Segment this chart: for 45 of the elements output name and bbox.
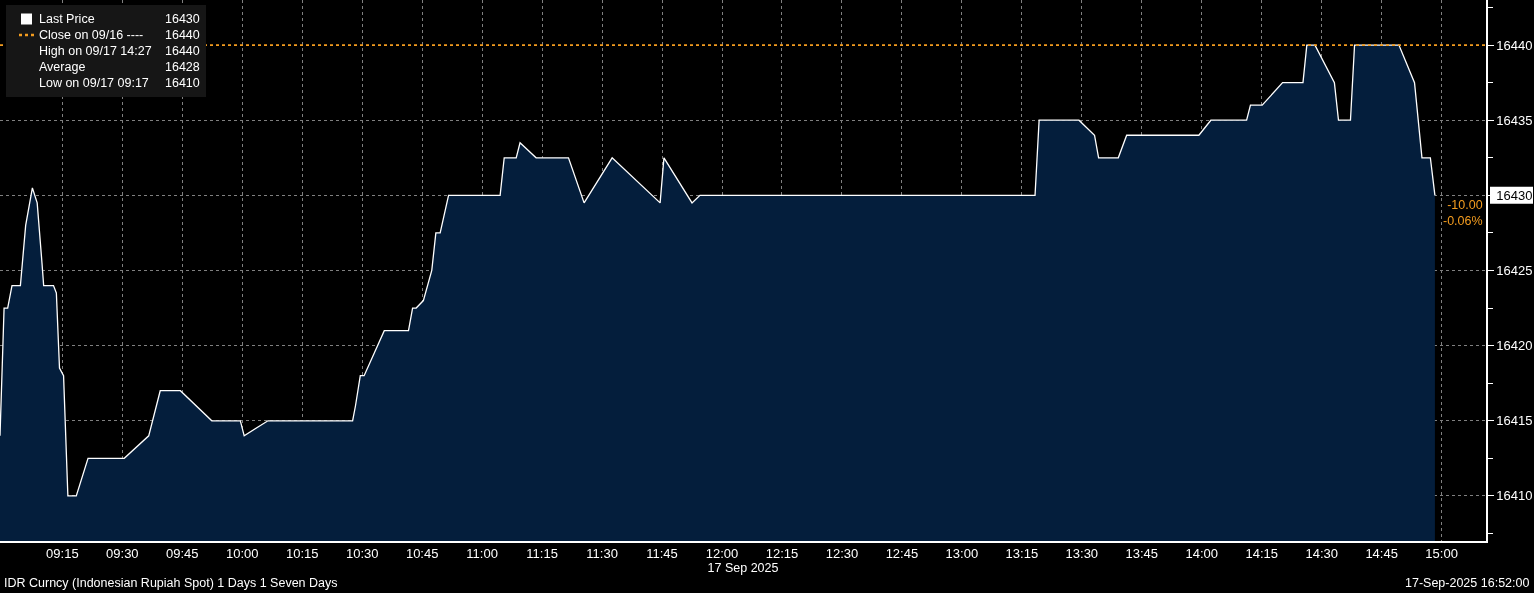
x-tick-label: 14:45 [1365, 546, 1398, 562]
x-tick-label: 12:45 [885, 546, 919, 562]
y-tick-label: 16440 [1496, 37, 1533, 53]
annotation: Average [39, 60, 86, 74]
annotation: 16410 [165, 76, 200, 90]
annotation: 16440 [165, 28, 200, 42]
x-tick-label: 14:00 [1185, 546, 1219, 562]
annotation: 16428 [165, 60, 200, 74]
x-tick-label: 13:30 [1065, 546, 1099, 562]
y-tick-label: 16425 [1496, 263, 1533, 279]
x-tick-label: 12:30 [825, 546, 859, 562]
x-tick-label: 12:00 [705, 546, 739, 562]
x-axis-title: 17 Sep 2025 [707, 561, 779, 576]
text: 17-Sep-2025 16:52:00 [1405, 576, 1530, 590]
x-tick-label: 09:15 [46, 546, 79, 562]
text: IDR Curncy (Indonesian Rupiah Spot) 1 Days 1 Seven Days [4, 576, 338, 590]
x-tick-label: 10:45 [405, 546, 439, 562]
x-tick-label: 11:45 [646, 546, 678, 562]
annotation: Low on 09/17 09:17 [39, 76, 149, 90]
x-tick-label: 10:30 [345, 546, 379, 562]
ref-line-label: Close on 09/16 ---- [39, 28, 144, 42]
x-tick-label: 11:00 [466, 546, 498, 562]
x-tick-label: 15:00 [1425, 546, 1458, 562]
y-tick-label: 16415 [1496, 413, 1533, 429]
x-tick-label: 11:15 [526, 546, 558, 562]
x-tick-label: 09:45 [166, 546, 199, 562]
x-tick-label: 14:15 [1245, 546, 1278, 562]
annotation: 16440 [165, 44, 200, 58]
x-tick-label: 09:30 [106, 546, 139, 562]
x-tick-label: 11:30 [586, 546, 618, 562]
x-tick-label: 13:15 [1005, 546, 1039, 562]
y-tick-label: 16420 [1496, 338, 1533, 354]
x-tick-label: 14:30 [1305, 546, 1338, 562]
x-tick-label: 10:15 [285, 546, 319, 562]
y-tick-label: 16430 [1496, 187, 1533, 203]
x-tick-label: 10:00 [226, 546, 259, 562]
annotation: High on 09/17 14:27 [39, 44, 152, 58]
y-tick-label: 16410 [1496, 488, 1533, 504]
x-tick-label: 13:00 [945, 546, 979, 562]
legend-label: Last Price [39, 12, 95, 26]
annotation: -10.00 -0.06% [1443, 198, 1483, 229]
x-tick-label: 12:15 [765, 546, 799, 562]
annotation: 16430 [165, 12, 200, 26]
x-tick-label: 13:45 [1125, 546, 1159, 562]
y-tick-label: 16435 [1496, 112, 1533, 128]
